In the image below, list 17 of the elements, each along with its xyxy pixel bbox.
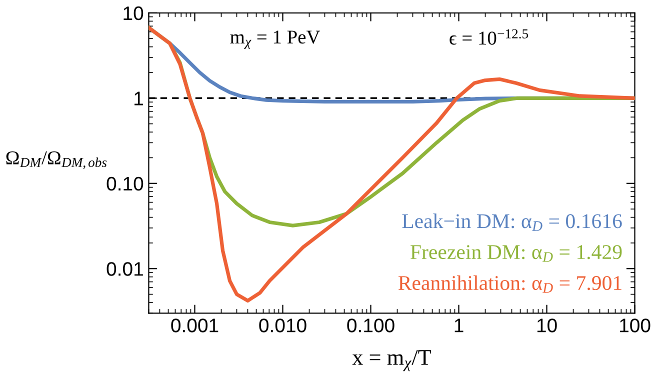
y-tick-label: 1	[134, 92, 143, 106]
y-axis-title: Ω$_{DM}$/Ω$_{DM,obs}$	[6, 151, 107, 170]
text: Leak−in DM: α$_{D}$ = 0.1616	[402, 214, 622, 231]
text: Freezein DM: α$_{D}$ = 1.429	[410, 245, 622, 262]
x-tick-label: 0.100	[347, 318, 394, 332]
x-tick-label: 10	[537, 318, 557, 332]
y-tick-label: 10	[124, 6, 144, 20]
x-tick-label: 0.010	[259, 318, 306, 332]
y-tick-label: 0.10	[106, 176, 144, 191]
x-tick-label: 1	[454, 318, 464, 332]
x-tick-label: 100	[620, 318, 650, 332]
x-tick-label: 0.001	[171, 318, 218, 332]
annotation: m$_{χ}$ = 1 PeV	[230, 30, 320, 50]
y-tick-label: 0.01	[106, 262, 143, 276]
annotation: ϵ = 10$^{−12.5}$	[450, 29, 528, 45]
x-axis-title: x = m$_{χ}$/T	[352, 350, 432, 372]
text: Reannihilation: α$_{D}$ = 7.901	[398, 275, 622, 293]
